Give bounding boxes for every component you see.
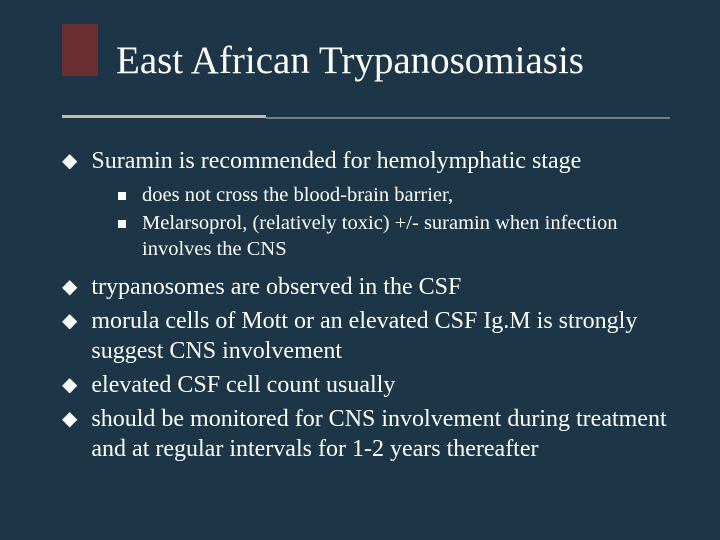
slide-content: ◆ Suramin is recommended for hemolymphat… <box>62 146 680 468</box>
square-icon <box>118 220 126 228</box>
accent-block <box>62 24 98 76</box>
bullet-text: trypanosomes are observed in the CSF <box>91 272 461 302</box>
bullet-text: Melarsoprol, (relatively toxic) +/- sura… <box>142 210 680 262</box>
bullet-level2: does not cross the blood-brain barrier, <box>118 182 680 208</box>
bullet-level1: ◆ elevated CSF cell count usually <box>62 370 680 400</box>
diamond-icon: ◆ <box>62 404 77 434</box>
diamond-icon: ◆ <box>62 370 77 400</box>
title-underline-thick <box>62 115 266 118</box>
bullet-text: morula cells of Mott or an elevated CSF … <box>91 306 680 366</box>
bullet-text: does not cross the blood-brain barrier, <box>142 182 453 208</box>
sub-bullet-group: does not cross the blood-brain barrier, … <box>118 182 680 262</box>
bullet-level1: ◆ Suramin is recommended for hemolymphat… <box>62 146 680 176</box>
bullet-level2: Melarsoprol, (relatively toxic) +/- sura… <box>118 210 680 262</box>
diamond-icon: ◆ <box>62 146 77 176</box>
bullet-text: should be monitored for CNS involvement … <box>91 404 680 464</box>
slide-title: East African Trypanosomiasis <box>116 38 584 83</box>
square-icon <box>118 192 126 200</box>
lower-bullets: ◆ trypanosomes are observed in the CSF ◆… <box>62 272 680 464</box>
bullet-text: elevated CSF cell count usually <box>91 370 395 400</box>
bullet-level1: ◆ trypanosomes are observed in the CSF <box>62 272 680 302</box>
diamond-icon: ◆ <box>62 306 77 336</box>
diamond-icon: ◆ <box>62 272 77 302</box>
bullet-level1: ◆ morula cells of Mott or an elevated CS… <box>62 306 680 366</box>
bullet-text: Suramin is recommended for hemolymphatic… <box>91 146 581 176</box>
title-underline-thin <box>266 117 670 119</box>
bullet-level1: ◆ should be monitored for CNS involvemen… <box>62 404 680 464</box>
